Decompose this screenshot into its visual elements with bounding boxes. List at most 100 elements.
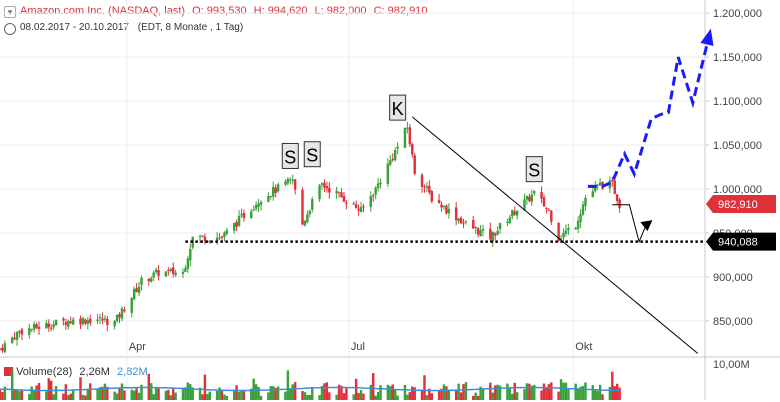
- candle-body: [20, 329, 24, 335]
- candle-body: [28, 328, 31, 335]
- candle-body: [242, 212, 246, 218]
- candle-body: [389, 160, 392, 165]
- candle-body: [186, 258, 190, 269]
- x-tick-label: Apr: [129, 341, 146, 353]
- volume-bar: [254, 384, 258, 400]
- candle-body: [357, 208, 360, 211]
- candle-body: [323, 182, 326, 188]
- instrument-title: Amazon.com Inc. (NASDAQ, last): [20, 5, 186, 17]
- candle-body: [462, 222, 465, 224]
- candle-body: [118, 313, 121, 318]
- volume-bar: [123, 390, 126, 400]
- volume-bar: [67, 395, 70, 400]
- volume-bar: [369, 384, 373, 400]
- candle-body: [591, 191, 595, 198]
- volume-bar: [81, 394, 85, 400]
- volume-bar: [223, 394, 226, 400]
- candle-body: [594, 186, 597, 192]
- volume-bar: [96, 389, 99, 400]
- volume-bar: [132, 390, 136, 400]
- volume-bar: [237, 391, 241, 400]
- volume-bar: [545, 387, 548, 400]
- candle-body: [369, 196, 373, 207]
- candle-body: [3, 343, 7, 352]
- candle-body: [69, 321, 72, 324]
- collapse-icon[interactable]: ▾: [4, 6, 16, 18]
- candle-body: [174, 272, 177, 276]
- volume-average-line: [0, 386, 620, 392]
- y-tick-label: 1.050,000: [713, 140, 762, 152]
- volume-bar: [220, 390, 224, 400]
- candle-body: [564, 230, 568, 234]
- volume-bar: [425, 395, 429, 400]
- candle-body: [342, 196, 346, 202]
- volume-bar: [564, 382, 568, 400]
- candle-body: [54, 319, 58, 325]
- candle-body: [335, 190, 338, 194]
- candle-body: [96, 319, 99, 322]
- x-tick-label: Jul: [351, 341, 365, 353]
- candle-body: [50, 327, 53, 329]
- candle-body: [67, 320, 70, 327]
- volume-bar: [445, 386, 448, 400]
- volume-bar: [379, 385, 382, 400]
- volume-value-1: 2,26M: [79, 366, 110, 378]
- candle-body: [372, 195, 375, 197]
- candle-body: [291, 179, 294, 181]
- volume-bar: [393, 389, 397, 400]
- volume-bar: [3, 386, 7, 400]
- candle-body: [611, 180, 614, 182]
- volume-bar: [318, 395, 321, 400]
- candle-body: [562, 232, 565, 238]
- candle-body: [274, 187, 277, 193]
- candle-body: [303, 220, 307, 226]
- volume-bar: [542, 383, 546, 400]
- candle-body: [237, 215, 241, 226]
- volume-bar: [69, 393, 72, 400]
- candle-body: [250, 211, 253, 219]
- candle-body: [423, 186, 426, 188]
- volume-bar: [293, 382, 297, 400]
- volume-bar: [611, 371, 614, 400]
- candle-body: [345, 202, 348, 204]
- candle-body: [267, 196, 270, 202]
- candle-body: [235, 221, 238, 227]
- volume-bar: [352, 394, 355, 400]
- candle-body: [259, 202, 263, 205]
- candle-body: [10, 337, 14, 344]
- volume-bar: [84, 395, 87, 400]
- candle-body: [225, 230, 229, 234]
- volume-bar: [530, 385, 534, 400]
- annotation-box: [281, 142, 299, 169]
- candle-body: [18, 330, 21, 333]
- current-price-badge: [706, 195, 776, 214]
- candle-body: [542, 197, 546, 207]
- volume-bar: [618, 387, 621, 400]
- volume-bar: [10, 368, 14, 400]
- candle-body: [240, 213, 243, 216]
- volume-bar: [186, 382, 190, 400]
- candle-body: [150, 278, 153, 282]
- candle-body: [269, 195, 272, 197]
- volume-bar: [357, 392, 360, 400]
- candle-body: [71, 319, 75, 325]
- candle-body: [47, 323, 51, 328]
- candle-body: [523, 199, 526, 211]
- candle-body: [493, 233, 497, 236]
- x-tick-label: Okt: [575, 341, 592, 353]
- candle-body: [115, 314, 119, 321]
- candle-body: [37, 326, 41, 329]
- volume-bar: [15, 389, 19, 400]
- volume-bar: [354, 378, 358, 400]
- volume-bar: [174, 392, 177, 400]
- volume-bar: [481, 388, 485, 400]
- volume-bar: [362, 393, 365, 400]
- volume-bar: [464, 382, 468, 400]
- volume-bar: [37, 383, 41, 400]
- open-label: O:: [192, 5, 204, 17]
- volume-bar: [406, 394, 409, 400]
- volume-bar: [274, 387, 277, 400]
- candle-body: [208, 240, 212, 242]
- candle-body: [340, 192, 343, 198]
